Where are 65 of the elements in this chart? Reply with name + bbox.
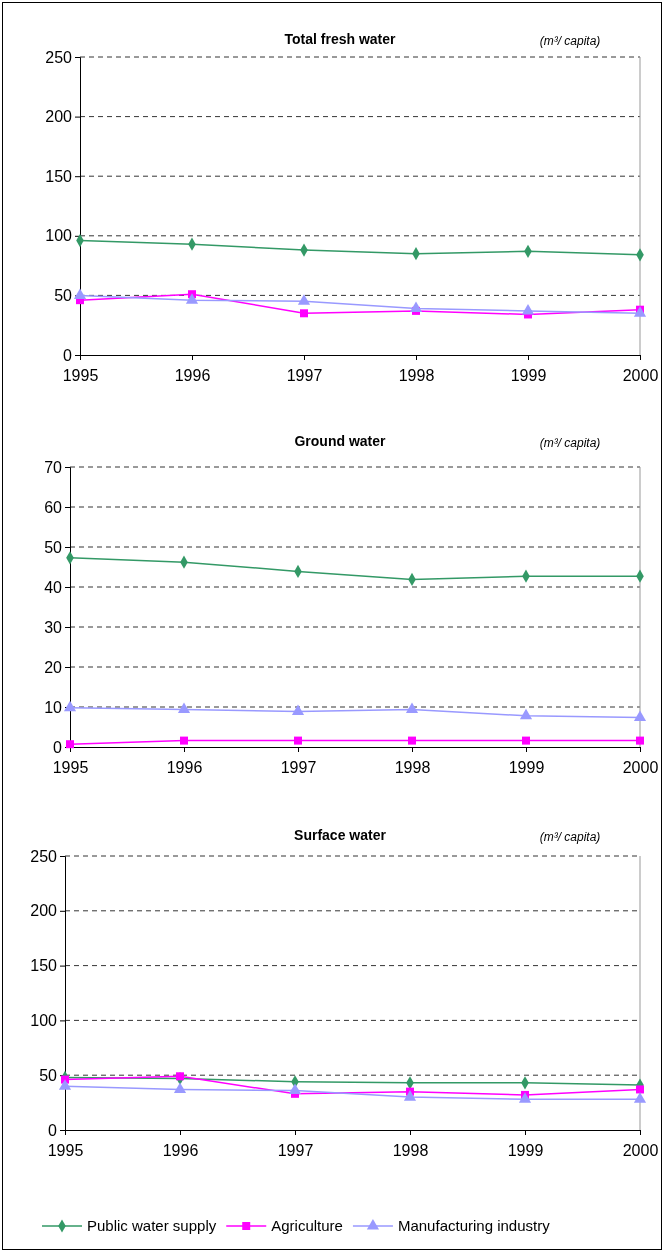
- y-tick-label: 20: [44, 658, 63, 676]
- point: [405, 702, 419, 713]
- point: [73, 288, 87, 299]
- x-tick-label: 2000: [622, 366, 659, 384]
- point: [185, 293, 199, 304]
- legend-label: Public water supply: [87, 1217, 217, 1234]
- x-tick-label: 2000: [622, 758, 659, 776]
- x-tick-label: 1997: [280, 758, 317, 776]
- y-tick-label: 100: [30, 1012, 58, 1030]
- chart-title: Total fresh water: [284, 31, 397, 47]
- point: [294, 736, 302, 745]
- y-tick-label: 0: [48, 1121, 58, 1139]
- point: [297, 294, 311, 305]
- y-tick-label: 250: [45, 48, 73, 66]
- y-tick-label: 200: [30, 902, 58, 920]
- x-tick-label: 1995: [52, 758, 89, 776]
- y-axis-title: (m³/ capita): [539, 436, 601, 450]
- y-tick-label: 10: [44, 698, 63, 716]
- point: [180, 736, 188, 745]
- y-tick-label: 50: [54, 287, 73, 305]
- x-tick-label: 1995: [47, 1141, 84, 1159]
- y-tick-label: 150: [30, 957, 58, 975]
- y-tick-label: 40: [44, 578, 63, 596]
- point: [177, 702, 191, 713]
- point: [636, 736, 644, 745]
- x-tick-label: 1996: [166, 758, 203, 776]
- y-tick-label: 70: [44, 458, 63, 476]
- point: [633, 710, 647, 721]
- x-tick-label: 1997: [286, 366, 323, 384]
- point: [522, 736, 530, 745]
- y-tick-label: 200: [45, 108, 73, 126]
- chart-title: Surface water: [294, 827, 387, 843]
- x-tick-label: 1996: [162, 1141, 199, 1159]
- point: [300, 309, 308, 318]
- y-axis-title: (m³/ capita): [539, 830, 601, 844]
- point: [408, 736, 416, 745]
- y-tick-label: 0: [63, 346, 73, 364]
- x-tick-label: 1999: [507, 1141, 544, 1159]
- legend-label: Manufacturing industry: [397, 1217, 551, 1234]
- x-tick-label: 1998: [398, 366, 435, 384]
- x-tick-label: 1996: [174, 366, 211, 384]
- x-tick-label: 1997: [277, 1141, 314, 1159]
- y-axis-title: (m³/ capita): [539, 34, 601, 48]
- point: [519, 708, 533, 720]
- legend-label: Agriculture: [271, 1217, 343, 1234]
- y-tick-label: 30: [44, 618, 63, 636]
- point: [291, 704, 305, 715]
- y-tick-label: 50: [44, 538, 63, 556]
- chart-title: Ground water: [294, 433, 387, 449]
- y-tick-label: 50: [39, 1066, 58, 1084]
- x-tick-label: 1995: [62, 366, 99, 384]
- point: [409, 301, 423, 313]
- point: [521, 303, 535, 315]
- point: [63, 700, 77, 712]
- y-tick-label: 150: [45, 167, 73, 185]
- x-tick-label: 1998: [392, 1141, 429, 1159]
- x-tick-label: 1998: [394, 758, 431, 776]
- y-tick-label: 0: [53, 738, 63, 756]
- x-tick-label: 1999: [510, 366, 547, 384]
- x-tick-label: 2000: [622, 1141, 659, 1159]
- x-tick-label: 1999: [508, 758, 545, 776]
- y-tick-label: 60: [44, 498, 63, 516]
- point: [66, 740, 74, 749]
- y-tick-label: 100: [45, 227, 73, 245]
- y-tick-label: 250: [30, 847, 58, 865]
